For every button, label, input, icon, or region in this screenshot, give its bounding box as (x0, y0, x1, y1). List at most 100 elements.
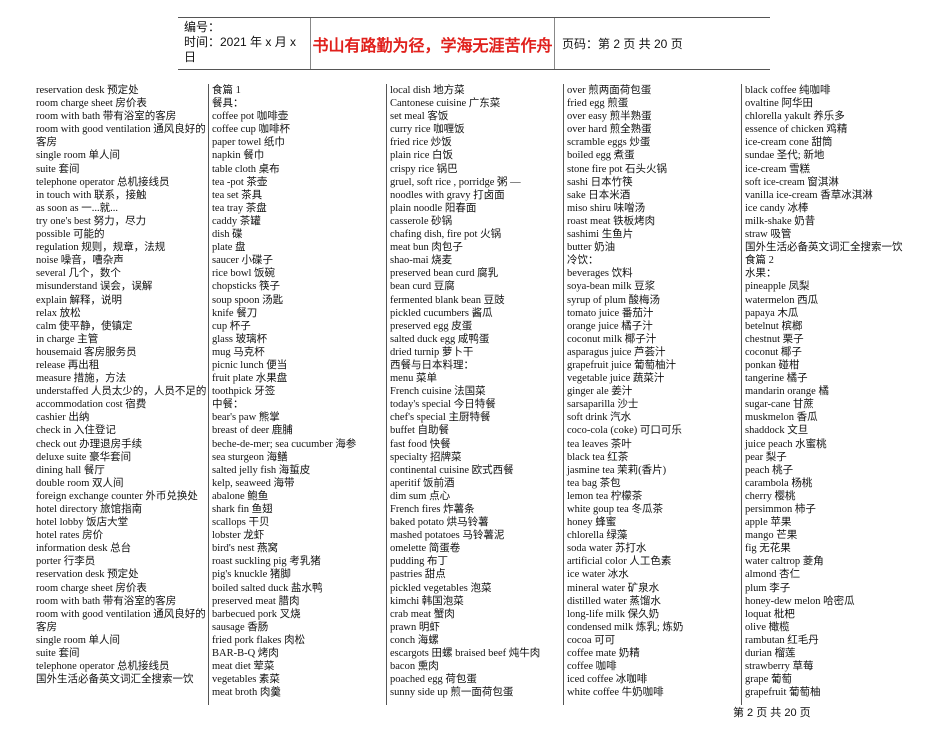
vocab-entry: curry rice 咖喱饭 (390, 124, 465, 136)
vocab-entry: tea -pot 茶壶 (212, 176, 268, 188)
vocab-entry: pickled cucumbers 酱瓜 (390, 307, 493, 319)
vocab-entry: 西餐与日本料理： (390, 359, 474, 371)
vocab-entry: sashimi 生鱼片 (567, 229, 634, 241)
vocab-entry: 食篇 2 (745, 255, 774, 267)
vocab-entry: grapefruit 葡萄柚 (745, 687, 821, 699)
vocab-entry: sashi 日本竹筷 (567, 176, 633, 188)
vocab-entry: grape 葡萄 (745, 674, 792, 686)
vocab-entry: noodles with gravy 打卤面 (390, 189, 505, 201)
vocab-entry: stone fire pot 石头火锅 (567, 163, 668, 175)
vocab-entry: breast of deer 鹿脯 (212, 425, 293, 437)
header-meta: 编号： 时间：2021 年 x 月 x 日 (178, 18, 310, 69)
vocab-entry: today's special 今日特餐 (390, 399, 496, 411)
vocab-entry: caddy 茶罐 (212, 215, 261, 227)
vocab-entry: scallops 干贝 (212, 517, 270, 529)
column-5: black coffee 纯咖啡 ovaltine 阿华田 chlorella ya… (741, 84, 916, 705)
vocab-entry: bacon 熏肉 (390, 661, 439, 673)
vocab-entry: poached egg 荷包蛋 (390, 674, 477, 686)
vocab-entry: ginger ale 姜汁 (567, 386, 633, 398)
vocab-entry: reservation desk 预定处 (36, 569, 139, 581)
vocab-entry: jasmine tea 茉莉(香片) (567, 464, 667, 476)
vocab-entry: sea sturgeon 海鳝 (212, 451, 288, 463)
vocab-entry: sake 日本米酒 (567, 189, 631, 201)
vocab-entry: preserved bean curd 腐乳 (390, 268, 499, 280)
vocab-entry: gruel, soft rice , porridge 粥 — (390, 176, 521, 188)
vocab-entry: coffee mate 奶精 (567, 648, 640, 660)
vocab-entry: beche-de-mer; sea cucumber 海参 (212, 438, 357, 450)
vocab-entry: soya-bean milk 豆浆 (567, 281, 656, 293)
vocab-entry: essence of chicken 鸡精 (745, 124, 848, 136)
vocab-entry: almond 杏仁 (745, 569, 801, 581)
vocab-entry: porter 行李员 (36, 556, 96, 568)
vocab-entry: knife 餐刀 (212, 307, 258, 319)
vocab-entry: fermented blank bean 豆豉 (390, 294, 505, 306)
vocab-entry: strawberry 草莓 (745, 661, 814, 673)
vocab-entry: salted jelly fish 海蜇皮 (212, 464, 311, 476)
vocab-entry: understaffed 人员太少的，人员不足的 (36, 386, 207, 398)
vocab-entry: tomato juice 番茄汁 (567, 307, 654, 319)
vocab-entry: sarsaparilla 沙士 (567, 399, 639, 411)
vocab-entry: tea bag 茶包 (567, 477, 621, 489)
header-motto: 书山有路勤为径，学海无涯苦作舟 (310, 18, 555, 69)
vocab-entry: plate 盘 (212, 242, 246, 254)
vocab-entry: room with good ventilation 通风良好的客房 (36, 124, 206, 149)
vocab-entry: French fires 炸薯条 (390, 504, 475, 515)
vocab-entry: bird's nest 燕窝 (212, 543, 279, 555)
vocab-entry: room with good ventilation 通风良好的客房 (36, 608, 206, 633)
vocab-entry: fruit plate 水果盘 (212, 373, 288, 385)
vocab-entry: several 几个，数个 (36, 268, 121, 280)
vocab-entry: honey-dew melon 哈密瓜 (745, 595, 855, 607)
vocab-entry: telephone operator 总机接线员 (36, 176, 170, 188)
vocab-entry: condensed milk 炼乳; 炼奶 (567, 621, 684, 633)
vocab-entry: muskmelon 香瓜 (745, 412, 818, 424)
vocab-entry: vegetables 素菜 (212, 674, 280, 686)
vocab-entry: meat diet 荤菜 (212, 661, 275, 673)
vocab-entry: pear 梨子 (745, 451, 787, 463)
vocab-entry: tea leaves 茶叶 (567, 438, 632, 450)
vocab-entry: ice-cream cone 甜筒 (745, 137, 833, 149)
vocab-entry: chafing dish, fire pot 火锅 (390, 229, 502, 241)
vocab-entry: napkin 餐巾 (212, 150, 265, 162)
vocab-entry: buffet 自助餐 (390, 425, 450, 437)
vocab-entry: set meal 客饭 (390, 111, 449, 123)
column-2: 食篇 1 餐具： coffee pot 咖啡壶 coffee cup 咖啡杯 paper… (208, 84, 386, 705)
vocab-entry: coffee 咖啡 (567, 661, 617, 673)
vocab-entry: baked potato 烘马铃薯 (390, 517, 489, 529)
vocab-entry: room charge sheet 房价表 (36, 98, 147, 110)
vocab-entry: ovaltine 阿华田 (745, 98, 813, 110)
vocab-entry: table cloth 桌布 (212, 163, 280, 175)
vocab-entry: pastries 甜点 (390, 569, 446, 581)
vocab-entry: fig 无花果 (745, 543, 791, 555)
vocab-entry: long-life milk 保久奶 (567, 608, 660, 620)
vocab-entry: room with bath 带有浴室的客房 (36, 111, 177, 123)
vocab-entry: French cuisine 法国菜 (390, 386, 486, 398)
vocab-entry: possible 可能的 (36, 229, 105, 241)
vocab-entry: cherry 樱桃 (745, 490, 796, 502)
vocab-entry: bean curd 豆腐 (390, 281, 455, 293)
vocab-entry: foreign exchange counter 外币兑换处 (36, 490, 198, 502)
vocab-entry: casserole 砂锅 (390, 215, 453, 227)
vocab-entry: BAR-B-Q 烤肉 (212, 648, 279, 660)
vocab-entry: regulation 规则，规章，法规 (36, 242, 166, 254)
vocab-entry: black tea 红茶 (567, 451, 629, 463)
vocab-entry: water caltrop 菱角 (745, 556, 824, 568)
vocab-entry: coffee cup 咖啡杯 (212, 124, 290, 136)
vocab-entry: miso shiru 味噌汤 (567, 202, 646, 214)
vocab-entry: measure 措施，方法 (36, 373, 127, 385)
vocab-entry: tangerine 橘子 (745, 373, 808, 385)
page-header: 编号： 时间：2021 年 x 月 x 日 书山有路勤为径，学海无涯苦作舟 页码… (178, 17, 770, 70)
vocab-entry: Cantonese cuisine 广东菜 (390, 98, 501, 110)
vocab-entry: try one's best 努力，尽力 (36, 215, 147, 227)
time-label: 时间：2021 年 x 月 x 日 (184, 35, 297, 64)
vocab-entry: paper towel 纸巾 (212, 137, 285, 149)
column-3: local dish 地方菜 Cantonese cuisine 广东菜 set m… (386, 84, 563, 705)
vocab-entry: roast meat 铁板烤肉 (567, 215, 656, 227)
vocab-entry: rice bowl 饭碗 (212, 268, 275, 280)
vocab-entry: cup 杯子 (212, 320, 251, 332)
vocab-entry: pickled vegetables 泡菜 (390, 582, 492, 594)
vocab-entry: papaya 木瓜 (745, 307, 799, 319)
vocab-entry: information desk 总台 (36, 543, 132, 555)
vocab-entry: white goup tea 冬瓜茶 (567, 504, 663, 515)
column-4: over 煎两面荷包蛋 fried egg 煎蛋 over easy 煎半熟蛋 ove… (563, 84, 741, 705)
vocab-entry: barbecued pork 叉烧 (212, 608, 301, 620)
